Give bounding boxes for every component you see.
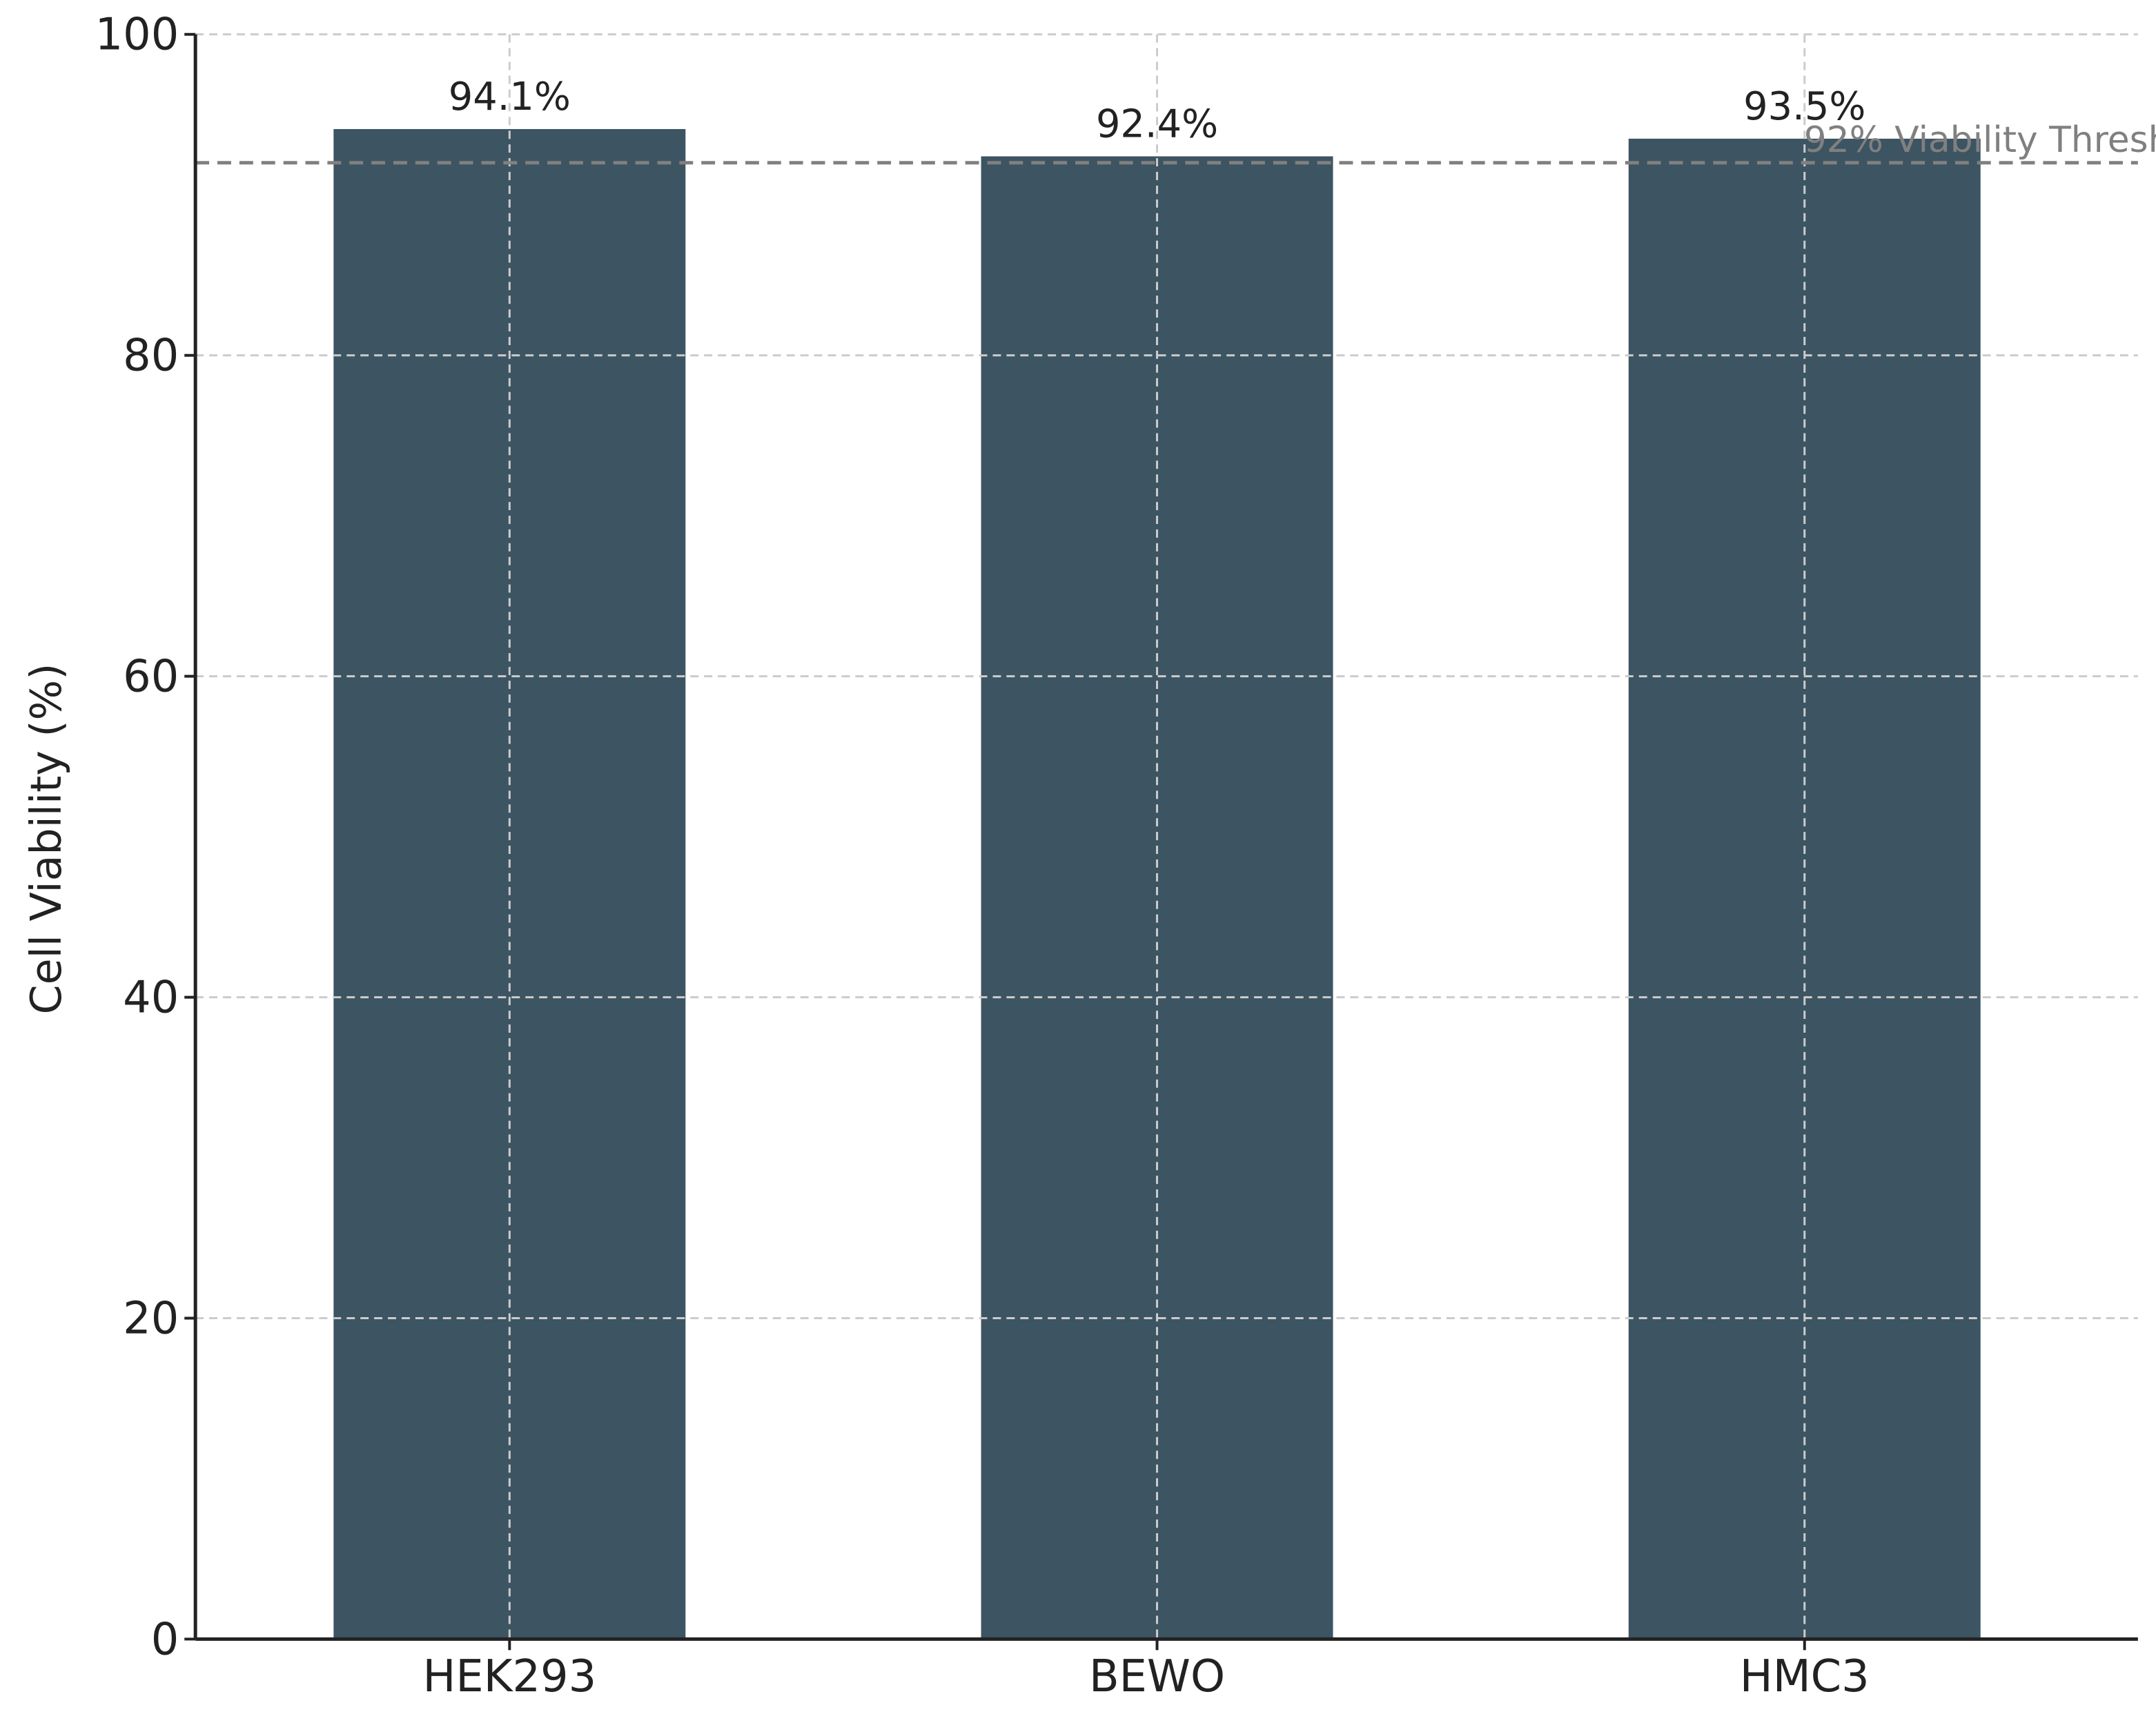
y-axis-label: Cell Viability (%) xyxy=(21,663,71,1015)
y-tick-label: 20 xyxy=(123,1293,179,1344)
x-tick-label: HEK293 xyxy=(423,1651,597,1702)
y-tick-label: 80 xyxy=(123,331,179,382)
x-tick-label: BEWO xyxy=(1089,1651,1225,1702)
value-label: 93.5% xyxy=(1743,84,1865,129)
value-label: 92.4% xyxy=(1096,102,1218,147)
bar xyxy=(981,156,1333,1640)
y-tick-label: 40 xyxy=(123,972,179,1023)
x-tick-label: HMC3 xyxy=(1740,1651,1870,1702)
y-tick-label: 100 xyxy=(95,10,179,61)
value-label: 94.1% xyxy=(449,75,571,119)
threshold-label: 92% Viability Threshold xyxy=(1804,119,2156,161)
y-tick-label: 0 xyxy=(151,1614,179,1665)
y-tick-label: 60 xyxy=(123,652,179,703)
